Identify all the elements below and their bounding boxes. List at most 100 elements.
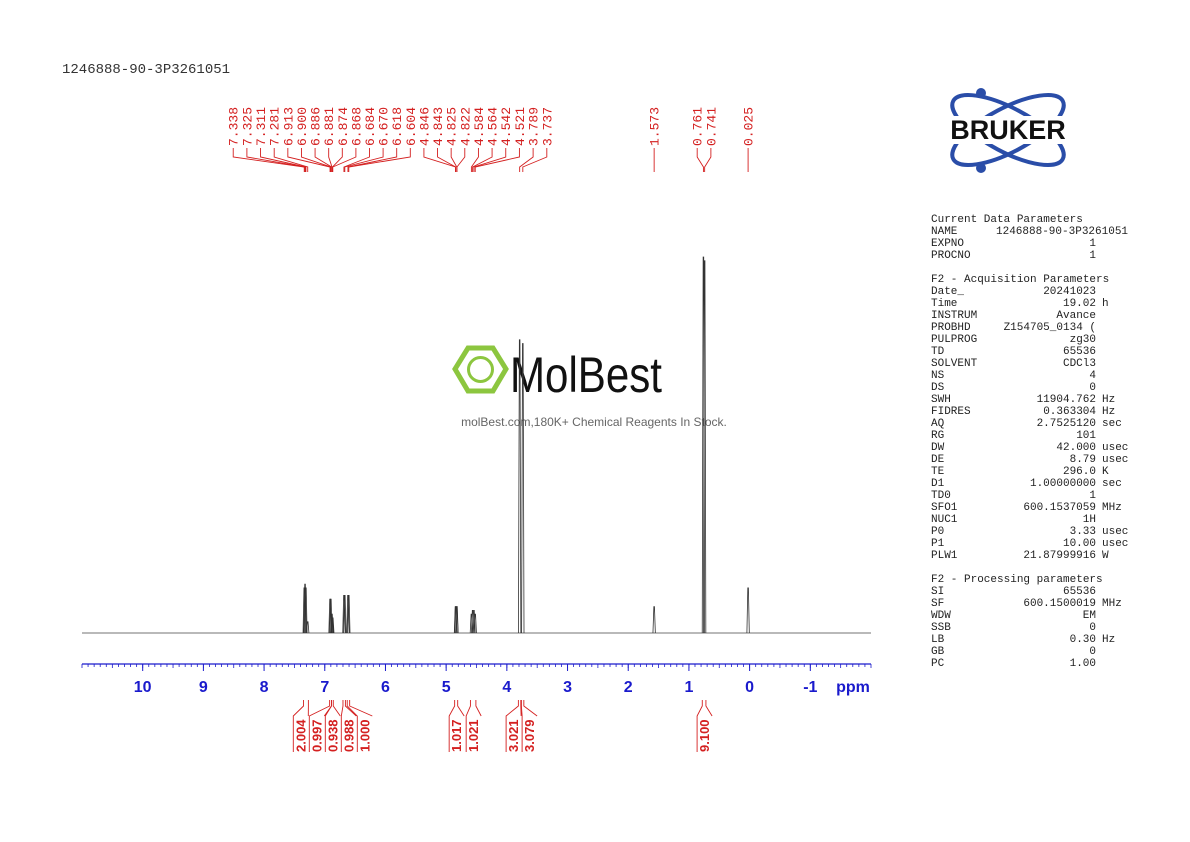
- parameter-value: 65536: [1063, 346, 1096, 358]
- integral-label: 0.988: [341, 719, 356, 752]
- parameter-value: 1246888-90-3P3261051: [996, 226, 1128, 238]
- parameter-unit: h: [1102, 298, 1109, 310]
- peak-label: 4.542: [499, 107, 514, 146]
- parameter-value: 21.87999916: [1023, 550, 1096, 562]
- parameter-value: 1: [1089, 250, 1096, 262]
- parameter-value: 0: [1089, 646, 1096, 658]
- parameter-value: 2.7525120: [1037, 418, 1096, 430]
- parameter-value: 296.0: [1063, 466, 1096, 478]
- peak-label: 7.311: [254, 107, 269, 146]
- peak-label: 3.737: [540, 107, 555, 146]
- parameter-value: 8.79: [1070, 454, 1096, 466]
- peak-labels: 7.3387.3257.3117.2816.9136.9006.8866.881…: [227, 107, 757, 172]
- x-tick-label: 9: [199, 679, 208, 696]
- parameter-name: NAME: [931, 226, 958, 238]
- x-tick-label: 10: [134, 679, 152, 696]
- parameter-name: SF: [931, 598, 944, 610]
- integral-label: 1.017: [449, 719, 464, 752]
- integral-bracket: [324, 700, 341, 752]
- peak-label: 7.325: [240, 107, 255, 146]
- peak-connector: [273, 148, 309, 172]
- parameter-value: 1.00: [1070, 658, 1096, 670]
- x-tick-label: 2: [624, 679, 633, 696]
- peak: [306, 621, 310, 634]
- peak-label: 4.584: [472, 107, 487, 146]
- peak-label: 6.886: [309, 107, 324, 146]
- parameter-name: SI: [931, 586, 944, 598]
- peak-connector: [343, 148, 370, 172]
- parameter-name: NUC1: [931, 514, 958, 526]
- integral-bracket: [292, 700, 309, 752]
- parameter-value: 1: [1089, 490, 1096, 502]
- parameter-name: SOLVENT: [931, 358, 978, 370]
- x-tick-label: 1: [684, 679, 693, 696]
- peak: [342, 595, 346, 634]
- peak-label: 6.604: [404, 107, 419, 146]
- peak: [455, 606, 459, 634]
- parameter-unit: sec: [1102, 418, 1122, 430]
- x-tick-label: 6: [381, 679, 390, 696]
- peak-label: 6.684: [363, 107, 378, 146]
- parameter-name: PC: [931, 658, 945, 670]
- parameter-value: Z154705_0134 (: [1004, 322, 1096, 334]
- sample-title: 1246888-90-3P3261051: [62, 62, 230, 78]
- parameter-name: PLW1: [931, 550, 958, 562]
- integral-label: 3.079: [522, 719, 537, 752]
- peak-connector: [287, 148, 331, 172]
- peak-label: 0.741: [704, 107, 719, 146]
- parameter-unit: Hz: [1102, 406, 1115, 418]
- parameter-value: 65536: [1063, 586, 1096, 598]
- parameter-name: SSB: [931, 622, 951, 634]
- parameter-value: 20241023: [1043, 286, 1096, 298]
- parameter-unit: MHz: [1102, 598, 1122, 610]
- peak-connector: [344, 148, 384, 172]
- peak-connector: [437, 148, 457, 172]
- peak-label: 0.761: [691, 107, 706, 146]
- integral-label: 1.000: [357, 719, 372, 752]
- peak: [703, 260, 707, 634]
- peak-connector: [704, 148, 712, 172]
- peak: [331, 617, 335, 634]
- parameter-name: SWH: [931, 394, 951, 406]
- parameter-unit: usec: [1102, 454, 1128, 466]
- parameter-value: 11904.762: [1037, 394, 1096, 406]
- parameter-value: zg30: [1070, 334, 1096, 346]
- parameter-value: CDCl3: [1063, 358, 1096, 370]
- peak-label: 6.900: [295, 107, 310, 146]
- parameter-value: EM: [1083, 610, 1096, 622]
- parameter-group-title: F2 - Acquisition Parameters: [931, 274, 1109, 286]
- integral-label: 2.004: [293, 719, 308, 752]
- peak-label: 4.846: [417, 107, 432, 146]
- parameter-name: Date_: [931, 286, 964, 298]
- parameter-value: 0.363304: [1043, 406, 1096, 418]
- parameter-name: DE: [931, 454, 945, 466]
- peak: [304, 587, 308, 634]
- parameter-value: 42.000: [1056, 442, 1096, 454]
- watermark-tagline: molBest.com,180K+ Chemical Reagents In S…: [461, 415, 727, 429]
- integral-label: 0.938: [325, 719, 340, 752]
- parameter-unit: Hz: [1102, 634, 1115, 646]
- parameter-name: SFO1: [931, 502, 958, 514]
- peak-label: 7.338: [227, 107, 242, 146]
- peak-label: 6.881: [322, 107, 337, 146]
- parameter-name: AQ: [931, 418, 945, 430]
- peak-connector: [246, 148, 306, 172]
- integral-bracket: [505, 700, 522, 752]
- parameter-value: 19.02: [1063, 298, 1096, 310]
- parameter-value: 10.00: [1063, 538, 1096, 550]
- parameter-value: 1: [1089, 238, 1096, 250]
- peak-connector: [470, 148, 479, 172]
- logo-text: BRUKER: [950, 115, 1066, 145]
- logo-dot: [976, 163, 986, 173]
- logo-orbit: [950, 93, 1066, 167]
- parameter-value: 101: [1076, 430, 1096, 442]
- parameter-name: INSTRUM: [931, 310, 977, 322]
- parameter-value: 1.00000000: [1030, 478, 1096, 490]
- watermark-ring: [467, 356, 494, 383]
- parameter-name: PULPROG: [931, 334, 977, 346]
- peak-label: 4.564: [486, 107, 501, 146]
- parameter-value: 4: [1089, 370, 1096, 382]
- peak: [346, 595, 350, 634]
